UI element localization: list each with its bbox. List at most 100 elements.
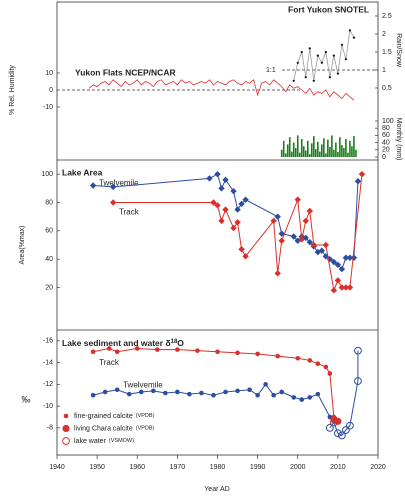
diamond-marker xyxy=(274,270,281,277)
title-sup: 18 xyxy=(171,339,178,345)
legend-label: lake water xyxy=(74,438,107,445)
ring-marker xyxy=(354,377,362,385)
bar xyxy=(284,153,287,157)
bar xyxy=(280,149,283,157)
dot-marker xyxy=(114,349,120,355)
bar xyxy=(296,135,299,157)
diamond-marker xyxy=(318,247,326,254)
bar xyxy=(302,146,305,157)
legend-entry: fine-grained calcite (VPDB) xyxy=(74,413,155,420)
bar xyxy=(325,153,327,157)
dot-marker xyxy=(263,382,268,387)
dot-marker xyxy=(348,29,352,32)
ring-marker xyxy=(62,437,70,445)
title-part: O xyxy=(177,338,184,348)
dot-marker xyxy=(195,348,200,353)
dot-marker xyxy=(247,387,252,393)
dot-marker xyxy=(126,391,132,397)
dot-marker xyxy=(199,390,204,396)
bar xyxy=(347,152,349,157)
legend-label: living Chara calcite xyxy=(74,425,133,432)
diamond-marker xyxy=(242,196,249,203)
legend-unit: (VSMOW) xyxy=(109,438,134,444)
diamond-marker xyxy=(290,233,297,240)
dot-marker xyxy=(215,349,220,355)
dot-marker xyxy=(315,361,321,366)
y-tick-label: -14 xyxy=(43,359,53,366)
ring-marker xyxy=(337,431,346,440)
panel-title: Fort Yukon SNOTEL xyxy=(288,4,369,14)
bar xyxy=(315,149,317,157)
ring-marker xyxy=(346,421,354,430)
y-tick-label: 100 xyxy=(382,118,394,125)
y-axis-label: Area(%max) xyxy=(19,226,26,265)
diamond-marker xyxy=(270,217,277,225)
bar xyxy=(333,149,335,157)
bar xyxy=(323,138,325,157)
dot-marker xyxy=(235,350,240,356)
dot-marker xyxy=(102,389,108,395)
bar xyxy=(355,149,357,157)
panel-title: Yukon Flats NCEP/NCAR xyxy=(75,67,176,77)
dot-marker xyxy=(344,58,347,61)
x-tick-label: 1970 xyxy=(170,464,186,471)
series-label: Twelvemile xyxy=(123,380,163,389)
bar xyxy=(329,146,331,157)
dot-marker xyxy=(340,43,343,46)
bar xyxy=(353,136,355,157)
dot-marker xyxy=(163,390,168,396)
y-tick-label: 20 xyxy=(382,147,390,154)
bar xyxy=(304,150,307,157)
ring-marker xyxy=(342,426,350,434)
diamond-marker xyxy=(222,176,229,184)
legend-entry: lake water (VSMOW) xyxy=(74,438,134,445)
panel-title: Lake sediment and water δ18O xyxy=(62,338,184,348)
y-axis-label: ‰ xyxy=(22,394,31,404)
legend-label: fine-grained calcite xyxy=(74,413,133,420)
diamond-marker xyxy=(298,236,305,243)
series-label: Track xyxy=(99,358,120,367)
bar xyxy=(349,140,351,157)
x-tick-label: 1990 xyxy=(250,464,266,471)
diamond-marker xyxy=(206,175,213,182)
dot-marker xyxy=(138,389,144,395)
diamond-marker xyxy=(109,199,117,206)
ring-marker xyxy=(333,429,342,438)
bar xyxy=(290,151,293,157)
bar xyxy=(282,140,285,157)
diamond-marker xyxy=(334,277,342,284)
dot-marker xyxy=(187,391,192,397)
diamond-marker xyxy=(354,178,362,185)
x-tick-label: 2010 xyxy=(330,464,346,471)
bar xyxy=(306,140,309,157)
series-label: Track xyxy=(119,208,140,217)
bar xyxy=(310,143,313,157)
y-tick-label: 0 xyxy=(382,154,386,161)
dot-marker xyxy=(320,61,323,64)
diamond-marker xyxy=(230,224,237,232)
diamond-marker xyxy=(214,170,221,178)
y-tick-label: -12 xyxy=(43,381,53,388)
y-tick-label: 2 xyxy=(382,31,386,38)
y-tick-label: -10 xyxy=(43,403,53,410)
y-tick-label: 100 xyxy=(41,171,53,178)
dot-marker xyxy=(328,76,331,79)
dot-marker xyxy=(299,397,305,402)
title-part: Lake sediment and water δ xyxy=(62,338,171,348)
diamond-marker xyxy=(294,196,301,203)
y-tick-label: 0 xyxy=(49,87,53,94)
diamond-marker xyxy=(234,219,241,226)
reference-label: 1:1 xyxy=(266,67,276,74)
diamond-marker xyxy=(342,254,350,261)
diamond-marker xyxy=(234,206,241,213)
y-tick-label: -8 xyxy=(47,425,53,432)
dot-marker xyxy=(292,79,295,82)
y-tick-label: 1.5 xyxy=(382,49,392,56)
bar xyxy=(339,137,341,157)
ring-marker xyxy=(325,423,334,432)
y-tick-label: 60 xyxy=(45,228,53,235)
dot-marker xyxy=(271,392,276,398)
series-line xyxy=(329,350,359,437)
dot-marker xyxy=(308,47,311,50)
y-axis-label: % Rel. Humidity xyxy=(9,65,16,115)
